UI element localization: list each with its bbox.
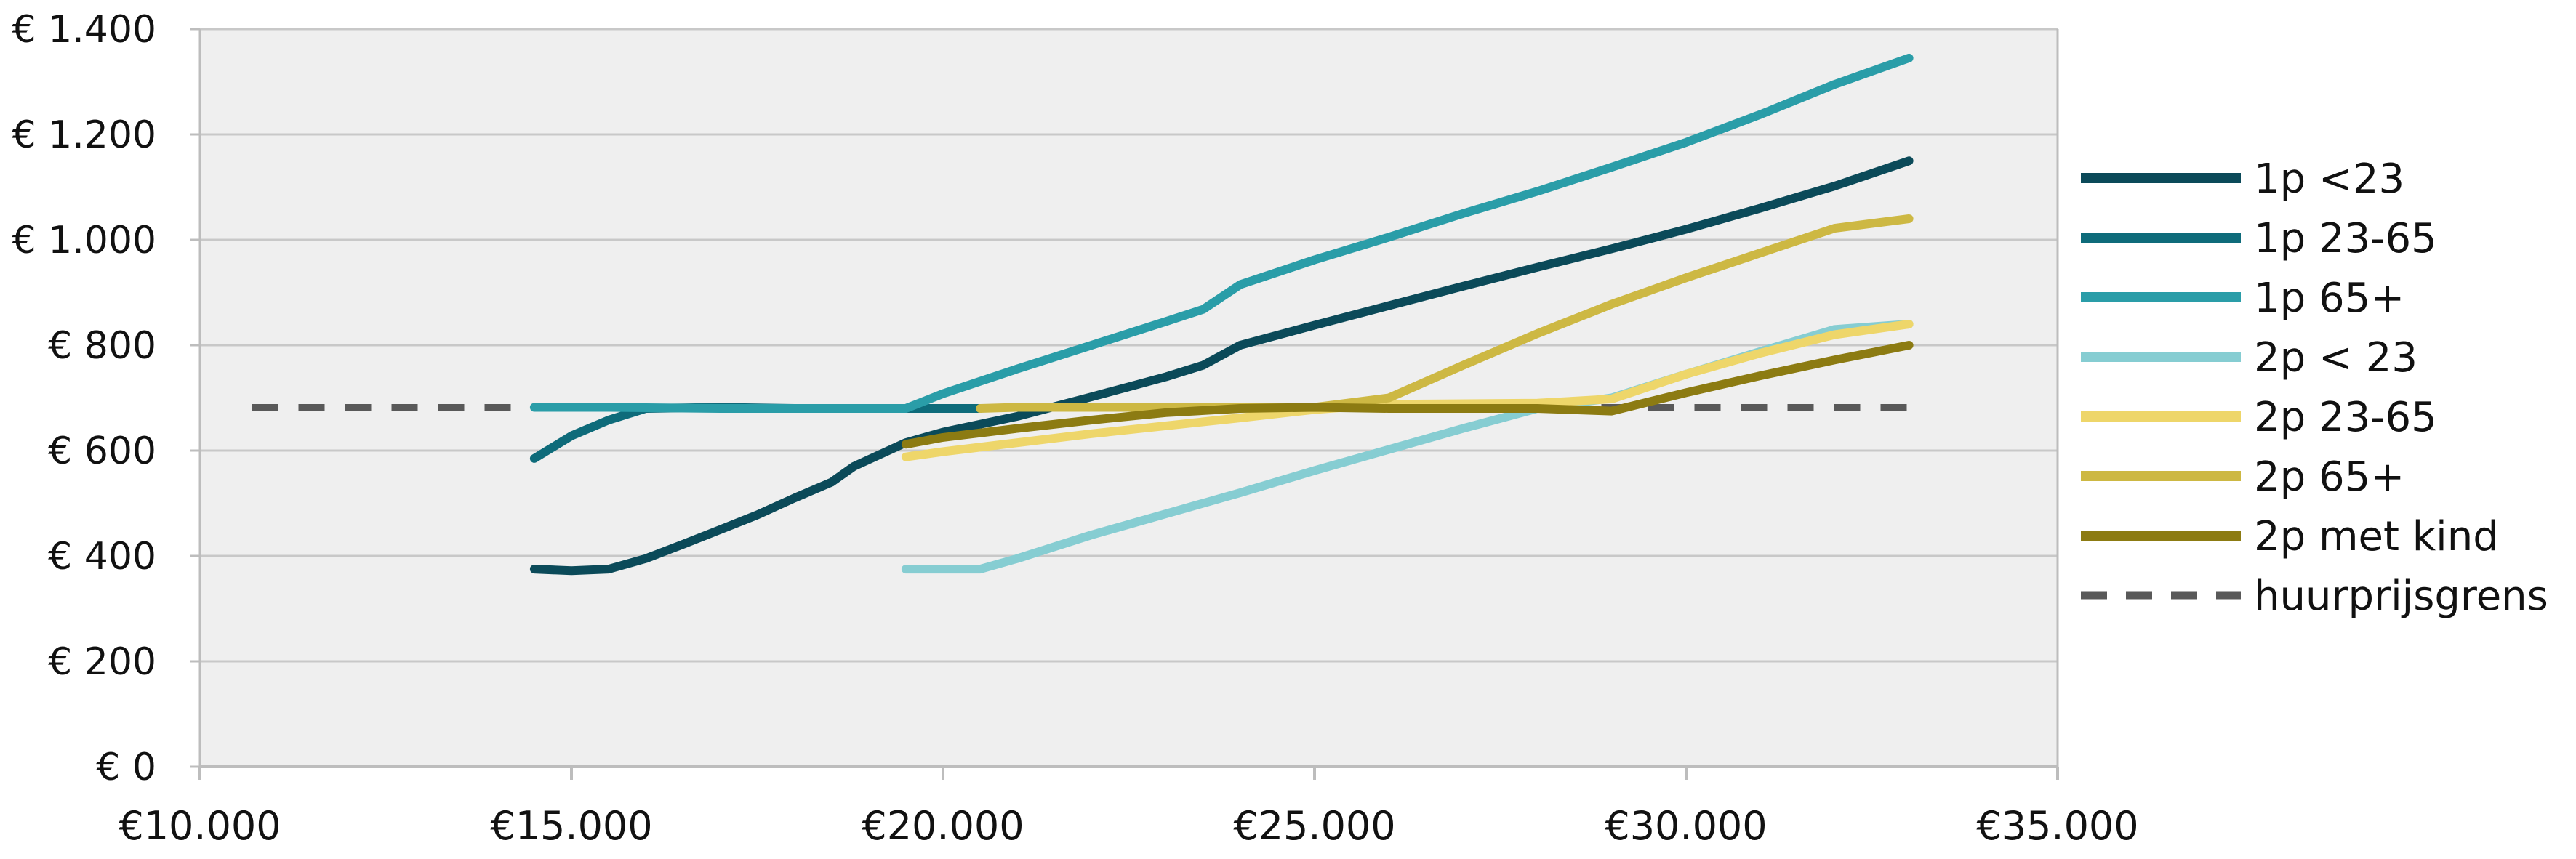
plot-area (200, 29, 2058, 767)
x-tick-label: €30.000 (1605, 803, 1767, 849)
legend-label-2p-23-65: 2p 23-65 (2254, 394, 2437, 441)
x-tick-label: €20.000 (862, 803, 1024, 849)
legend-label-1p-23-65: 1p 23-65 (2254, 215, 2437, 262)
y-tick-label: € 1.200 (12, 113, 156, 157)
gridlines (200, 28, 2058, 663)
legend-label-huurprijsgrens: huurprijsgrens (2254, 573, 2548, 620)
legend-label-1p-23: 1p <23 (2254, 156, 2404, 203)
legend: 1p <23 1p 23-65 1p 65+ 2p < 23 2p 23-65 2p 65… (2081, 156, 2548, 620)
y-tick-label: € 0 (96, 746, 156, 789)
series-line-2p-met-kind (901, 341, 1914, 449)
series-line-2p-65 (976, 214, 1914, 413)
series-line-1p-65 (529, 53, 1914, 413)
series-line-2p-23-65 (901, 320, 1914, 461)
x-tick-label: €15.000 (490, 803, 652, 849)
y-tick-label: € 600 (48, 430, 156, 473)
axes (198, 29, 2059, 768)
series-lines (252, 53, 1914, 576)
y-tick-label: € 800 (48, 324, 156, 368)
x-tick-label: €35.000 (1976, 803, 2138, 849)
y-axis-ticks: € 0 € 200 € 400 € 600 € 800 € 1.000 € 1.200 € 1… (12, 8, 200, 789)
y-tick-label: € 1.000 (12, 219, 156, 262)
x-axis-ticks: €10.000 €15.000 €20.000 €25.000 €30.000 €35.0… (119, 767, 2139, 849)
legend-label-2p-met-kind: 2p met kind (2254, 513, 2499, 560)
legend-label-2p-23: 2p < 23 (2254, 334, 2417, 382)
x-tick-label: €10.000 (119, 803, 281, 849)
legend-label-2p-65: 2p 65+ (2254, 453, 2404, 501)
y-tick-label: € 200 (48, 640, 156, 684)
y-tick-label: € 400 (48, 535, 156, 578)
legend-label-1p-65: 1p 65+ (2254, 275, 2404, 322)
x-tick-label: €25.000 (1233, 803, 1395, 849)
y-tick-label: € 1.400 (12, 8, 156, 52)
